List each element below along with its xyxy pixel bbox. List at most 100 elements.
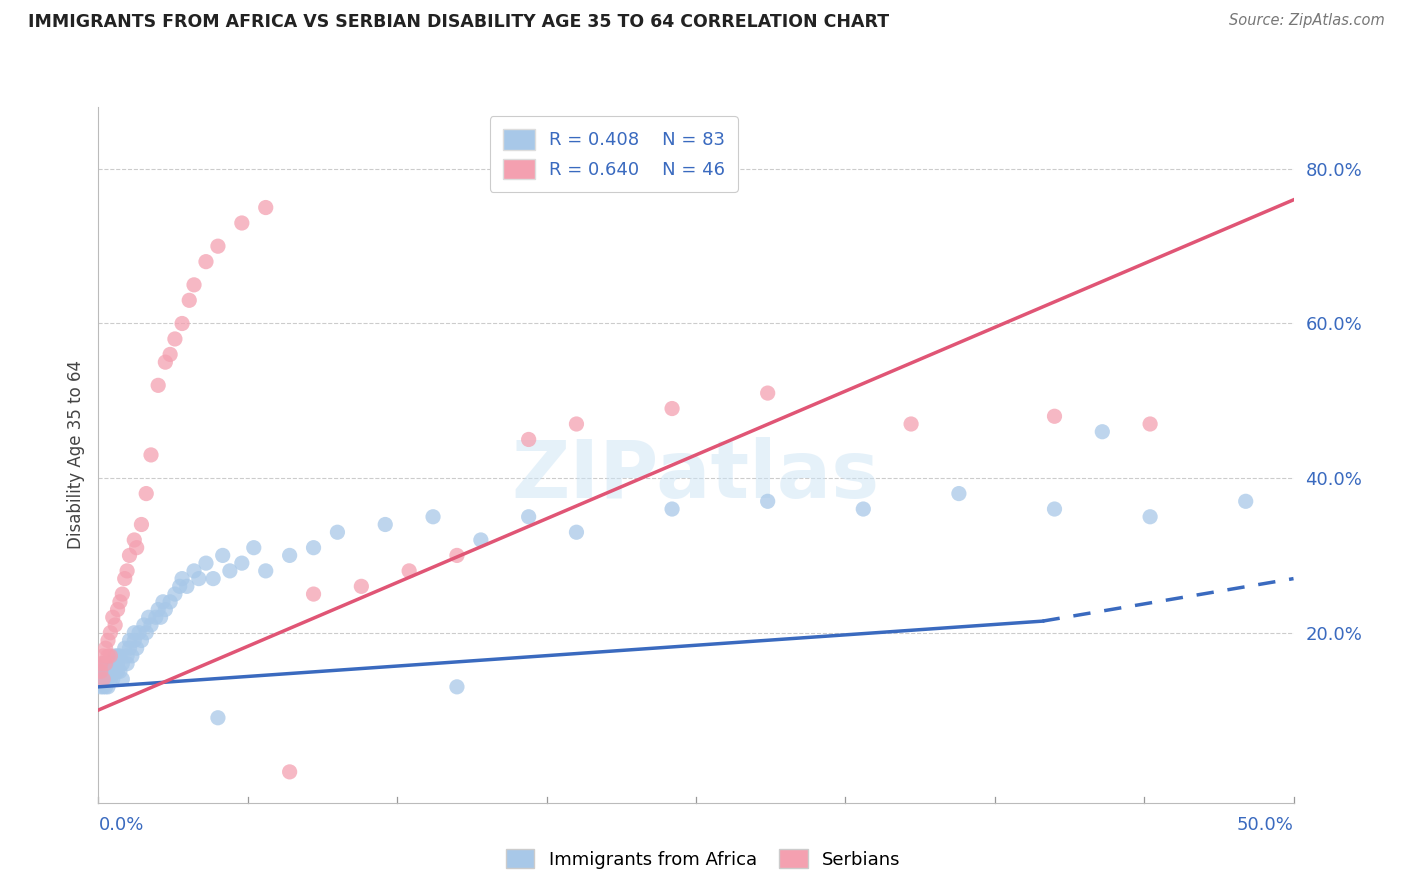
- Point: [135, 625, 157, 640]
- Point: [207, 711, 229, 725]
- Point: [187, 572, 209, 586]
- Point: [108, 665, 131, 679]
- Point: [97, 657, 120, 671]
- Point: [231, 216, 253, 230]
- Point: [91, 672, 114, 686]
- Point: [90, 680, 112, 694]
- Text: Source: ZipAtlas.com: Source: ZipAtlas.com: [1229, 13, 1385, 29]
- Point: [302, 587, 325, 601]
- Point: [97, 665, 120, 679]
- Point: [115, 648, 138, 663]
- Point: [374, 517, 396, 532]
- Point: [149, 610, 172, 624]
- Point: [172, 317, 194, 331]
- Point: [169, 579, 191, 593]
- Point: [111, 587, 134, 601]
- Point: [138, 610, 160, 624]
- Point: [91, 648, 114, 663]
- Point: [219, 564, 242, 578]
- Point: [115, 564, 138, 578]
- Point: [124, 633, 146, 648]
- Point: [101, 610, 124, 624]
- Point: [98, 672, 122, 686]
- Point: [446, 680, 468, 694]
- Point: [101, 665, 124, 679]
- Point: [159, 347, 181, 361]
- Point: [1043, 502, 1066, 516]
- Point: [661, 401, 683, 416]
- Point: [97, 680, 120, 694]
- Point: [115, 657, 138, 671]
- Point: [94, 657, 117, 671]
- Legend: Immigrants from Africa, Serbians: Immigrants from Africa, Serbians: [498, 842, 908, 876]
- Point: [107, 657, 129, 671]
- Point: [104, 618, 127, 632]
- Point: [131, 517, 153, 532]
- Point: [107, 665, 129, 679]
- Point: [517, 433, 540, 447]
- Point: [148, 602, 170, 616]
- Text: IMMIGRANTS FROM AFRICA VS SERBIAN DISABILITY AGE 35 TO 64 CORRELATION CHART: IMMIGRANTS FROM AFRICA VS SERBIAN DISABI…: [28, 13, 889, 31]
- Point: [94, 680, 117, 694]
- Point: [398, 564, 420, 578]
- Point: [91, 672, 114, 686]
- Point: [90, 665, 112, 679]
- Point: [163, 332, 186, 346]
- Point: [163, 587, 186, 601]
- Point: [97, 648, 120, 663]
- Point: [90, 665, 112, 679]
- Point: [350, 579, 373, 593]
- Point: [756, 494, 779, 508]
- Point: [517, 509, 540, 524]
- Point: [101, 657, 124, 671]
- Point: [1234, 494, 1257, 508]
- Point: [125, 541, 148, 555]
- Point: [91, 657, 114, 671]
- Point: [155, 355, 177, 369]
- Point: [118, 633, 141, 648]
- Point: [94, 665, 117, 679]
- Point: [422, 509, 444, 524]
- Point: [661, 502, 683, 516]
- Point: [155, 602, 177, 616]
- Point: [326, 525, 349, 540]
- Point: [91, 665, 114, 679]
- Point: [202, 572, 225, 586]
- Point: [565, 525, 588, 540]
- Point: [1043, 409, 1066, 424]
- Point: [121, 648, 143, 663]
- Point: [278, 764, 301, 779]
- Point: [756, 386, 779, 401]
- Point: [128, 625, 150, 640]
- Point: [104, 648, 127, 663]
- Point: [243, 541, 266, 555]
- Point: [118, 641, 141, 656]
- Point: [207, 239, 229, 253]
- Point: [179, 293, 201, 308]
- Point: [132, 618, 155, 632]
- Point: [302, 541, 325, 555]
- Point: [98, 665, 122, 679]
- Point: [131, 633, 153, 648]
- Legend: R = 0.408    N = 83, R = 0.640    N = 46: R = 0.408 N = 83, R = 0.640 N = 46: [489, 116, 738, 192]
- Y-axis label: Disability Age 35 to 64: Disability Age 35 to 64: [66, 360, 84, 549]
- Point: [118, 549, 141, 563]
- Point: [1139, 509, 1161, 524]
- Point: [108, 648, 131, 663]
- Point: [124, 625, 146, 640]
- Point: [145, 610, 167, 624]
- Point: [97, 672, 120, 686]
- Point: [565, 417, 588, 431]
- Text: ZIPatlas: ZIPatlas: [512, 437, 880, 515]
- Point: [183, 277, 205, 292]
- Point: [446, 549, 468, 563]
- Point: [148, 378, 170, 392]
- Point: [231, 556, 253, 570]
- Point: [90, 657, 112, 671]
- Point: [97, 633, 120, 648]
- Point: [94, 641, 117, 656]
- Point: [172, 572, 194, 586]
- Point: [107, 602, 129, 616]
- Point: [194, 254, 218, 268]
- Point: [139, 618, 162, 632]
